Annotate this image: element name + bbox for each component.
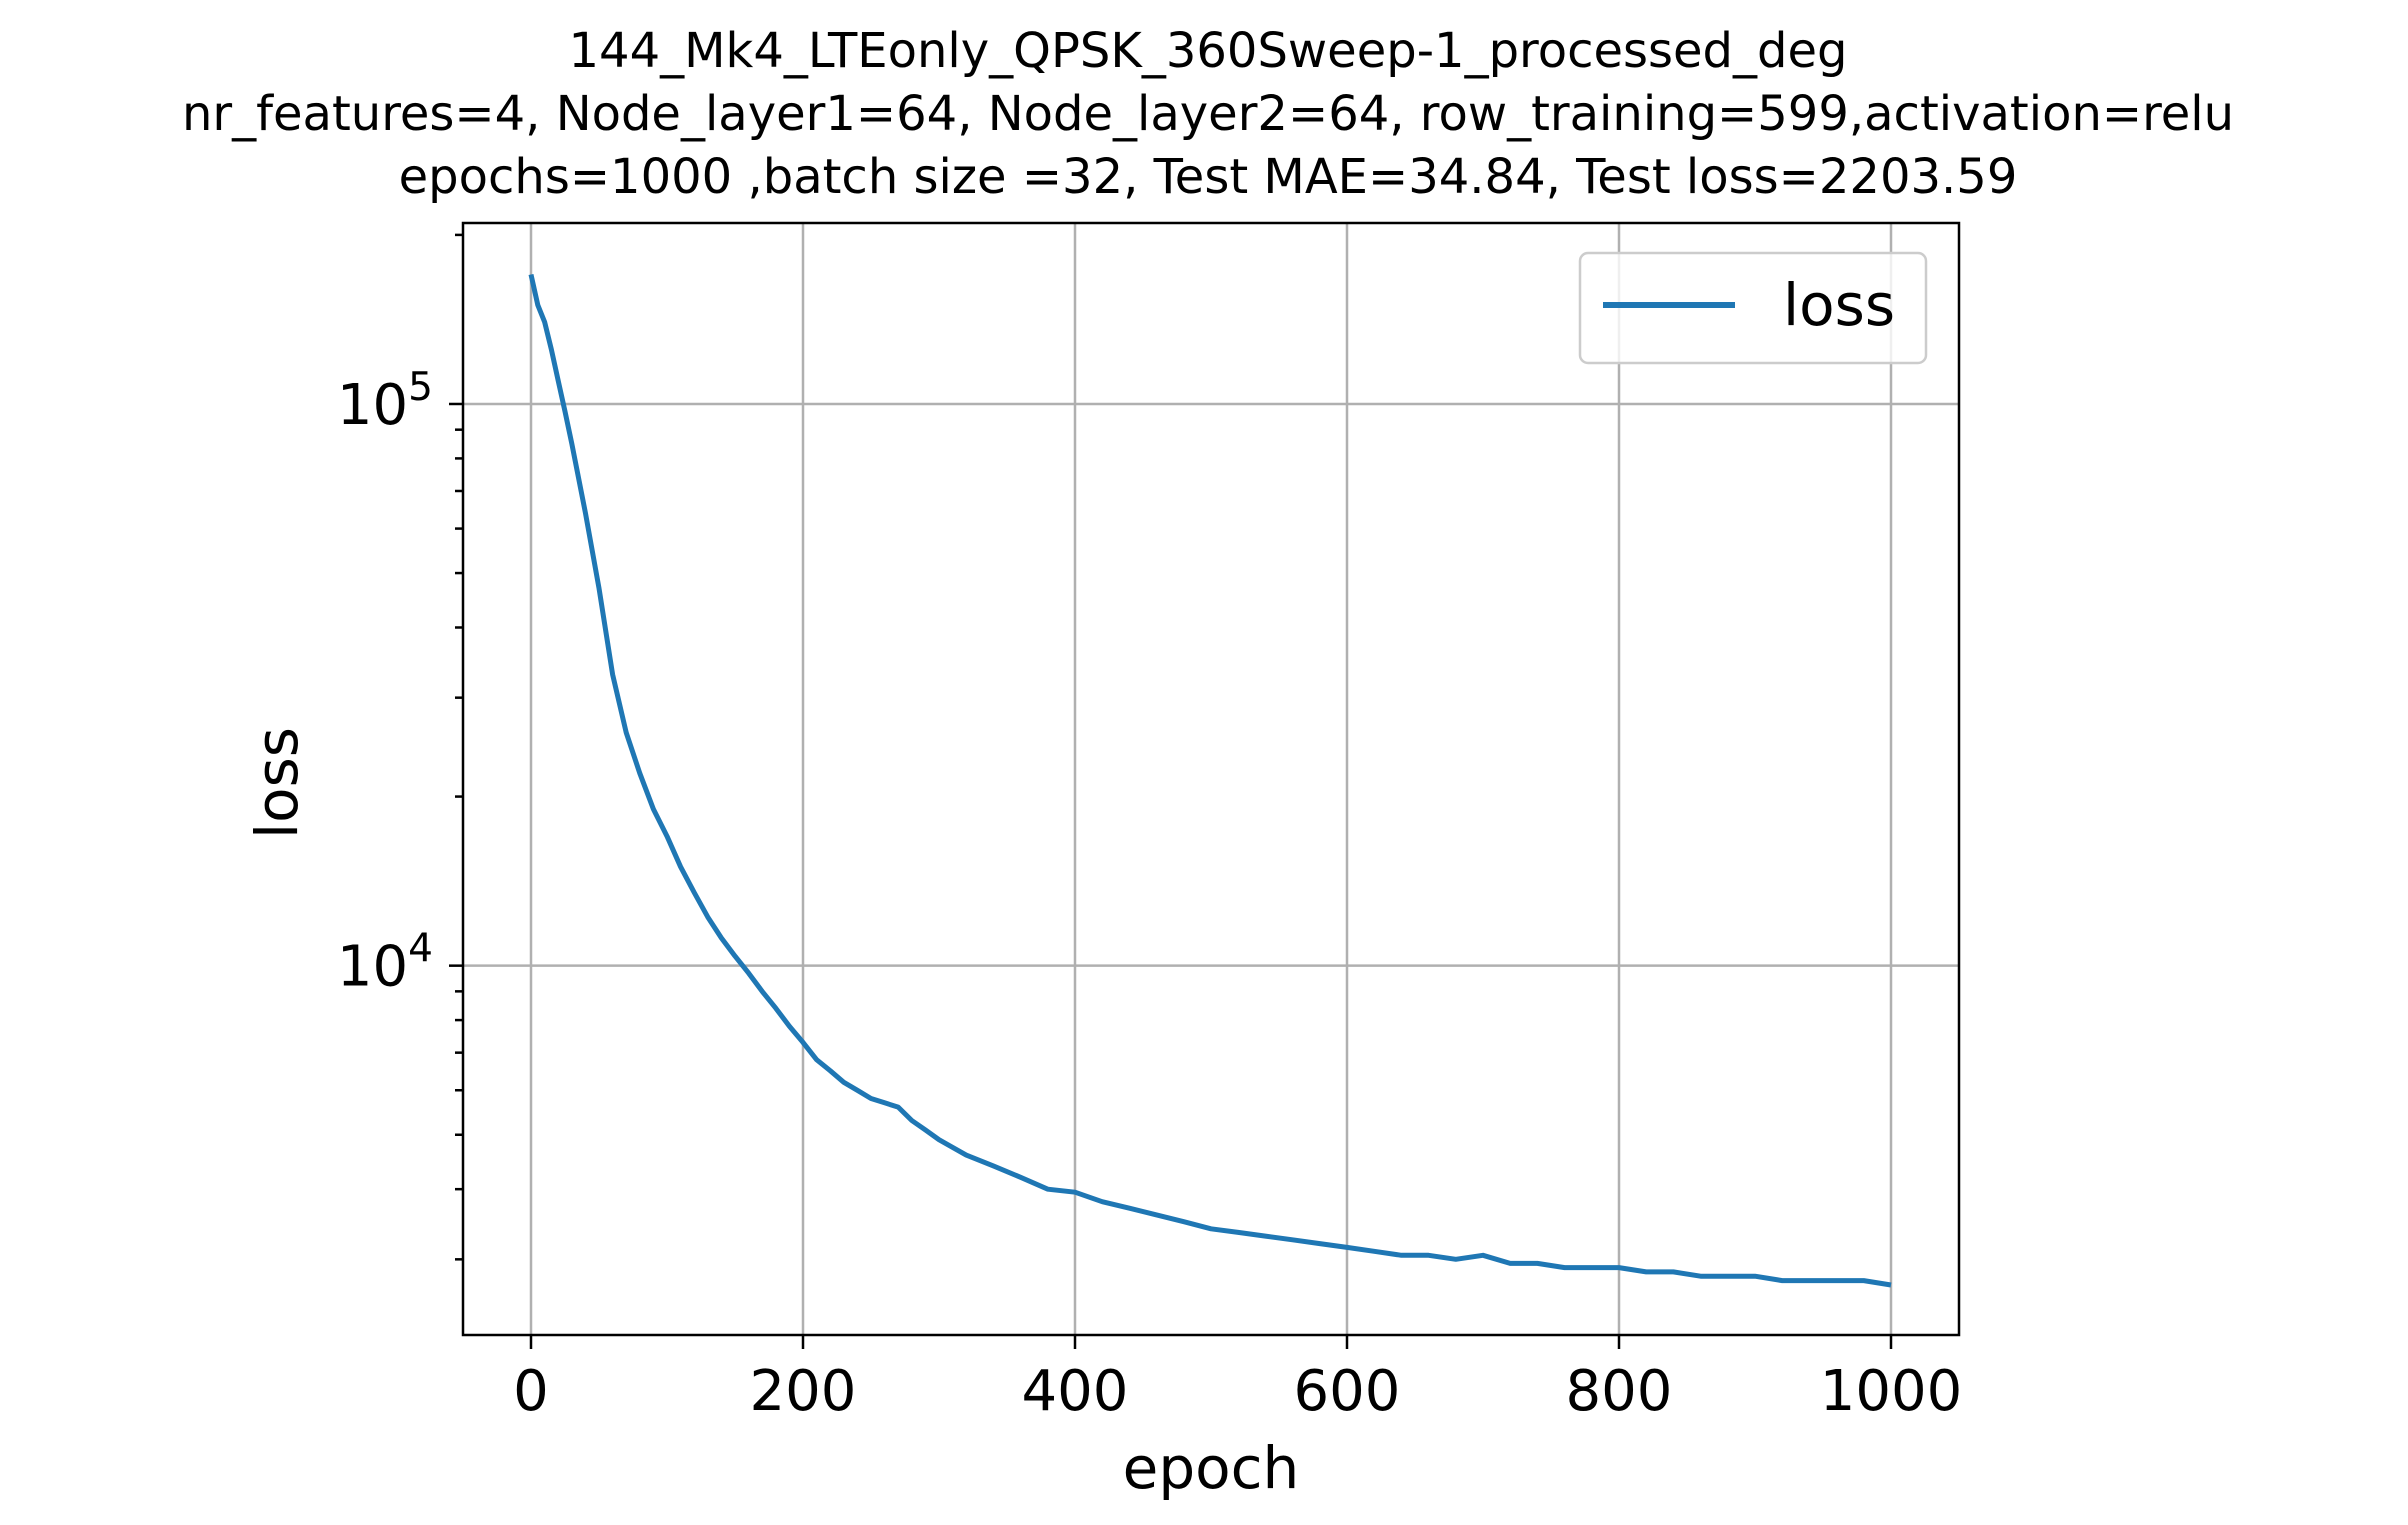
chart-title-line-3: epochs=1000 ,batch size =32, Test MAE=34… — [399, 149, 2018, 205]
plot-frame — [461, 221, 1961, 1337]
grid-layer — [463, 223, 1959, 1335]
y-axis-label: loss — [243, 727, 311, 839]
x-tick-label: 0 — [513, 1359, 549, 1424]
legend: loss — [1578, 251, 1928, 365]
y-tick-label: 105 — [337, 365, 433, 438]
x-tick-label: 200 — [750, 1359, 857, 1424]
x-tick-label: 600 — [1294, 1359, 1401, 1424]
x-tick-label: 800 — [1566, 1359, 1673, 1424]
series-layer — [528, 273, 1892, 1288]
chart-title-line-2: nr_features=4, Node_layer1=64, Node_laye… — [182, 86, 2234, 142]
x-tick-label: 1000 — [1820, 1359, 1963, 1424]
x-tick-label: 400 — [1022, 1359, 1129, 1424]
y-tick-label: 104 — [337, 927, 433, 1000]
chart-title-line-1: 144_Mk4_LTEonly_QPSK_360Sweep-1_processe… — [568, 23, 1847, 79]
series-line-loss — [528, 273, 1892, 1288]
x-axis-label: epoch — [1123, 1434, 1300, 1502]
legend-box — [1578, 251, 1928, 365]
legend-label-loss: loss — [1783, 271, 1895, 339]
ticks-layer: 0 200 400 600 800 1000 104 105 — [337, 233, 1963, 1424]
